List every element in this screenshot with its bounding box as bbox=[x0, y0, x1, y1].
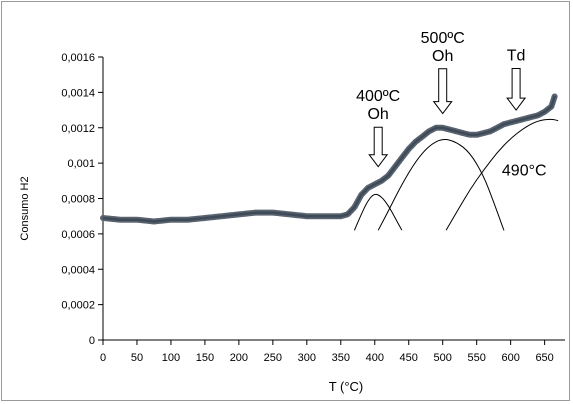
y-tick-label: 0,0006 bbox=[61, 229, 95, 241]
x-tick-label: 400 bbox=[366, 352, 384, 364]
y-tick-label: 0,0008 bbox=[61, 194, 95, 206]
down-arrow-icon bbox=[506, 68, 527, 111]
annotation-label: Oh bbox=[367, 106, 388, 123]
x-tick-label: 250 bbox=[264, 352, 282, 364]
x-tick-label: 500 bbox=[434, 352, 452, 364]
y-tick-label: 0,0014 bbox=[61, 87, 95, 99]
x-tick-label: 200 bbox=[230, 352, 248, 364]
annotation-label: Td bbox=[507, 48, 526, 65]
annotation-label: 400ºC bbox=[356, 88, 400, 105]
measured-series-line bbox=[100, 92, 558, 225]
down-arrow-icon bbox=[432, 68, 453, 115]
y-ticks: 0 0,0002 0,0004 0,0006 0,0008 0,001 0,0012 0,00… bbox=[61, 52, 103, 347]
x-tick-label: 350 bbox=[332, 352, 350, 364]
x-tick-label: 0 bbox=[100, 352, 106, 364]
y-tick-label: 0,0002 bbox=[61, 300, 95, 312]
measured-series-core bbox=[102, 95, 556, 223]
x-tick-label: 550 bbox=[467, 352, 485, 364]
x-ticks: 0 50 100 150 200 250 300 350 400 450 500 550 600 650 bbox=[100, 340, 554, 364]
x-tick-label: 600 bbox=[501, 352, 519, 364]
fit-curve-3 bbox=[445, 118, 559, 231]
y-tick-label: 0,0012 bbox=[61, 123, 95, 135]
annotation-label: Oh bbox=[432, 48, 453, 65]
x-tick-label: 150 bbox=[196, 352, 214, 364]
annotation-label: 500ºC bbox=[421, 30, 465, 47]
x-tick-label: 50 bbox=[131, 352, 143, 364]
series-layer bbox=[100, 92, 559, 231]
x-axis-title: T (°C) bbox=[329, 379, 364, 394]
y-tick-label: 0,0004 bbox=[61, 264, 95, 276]
x-tick-label: 450 bbox=[400, 352, 418, 364]
y-tick-label: 0,0016 bbox=[61, 52, 95, 64]
x-tick-label: 650 bbox=[535, 352, 553, 364]
y-tick-label: 0,001 bbox=[67, 158, 95, 170]
fit-curve-2 bbox=[377, 139, 505, 231]
x-tick-label: 100 bbox=[162, 352, 180, 364]
axes bbox=[102, 57, 565, 341]
y-axis-title: Consumo H2 bbox=[19, 176, 31, 240]
fit-curve-1 bbox=[353, 193, 403, 231]
down-arrow-icon bbox=[368, 126, 389, 168]
y-tick-label: 0 bbox=[89, 335, 95, 347]
annotation-label: 490°C bbox=[502, 163, 547, 180]
x-tick-label: 300 bbox=[298, 352, 316, 364]
